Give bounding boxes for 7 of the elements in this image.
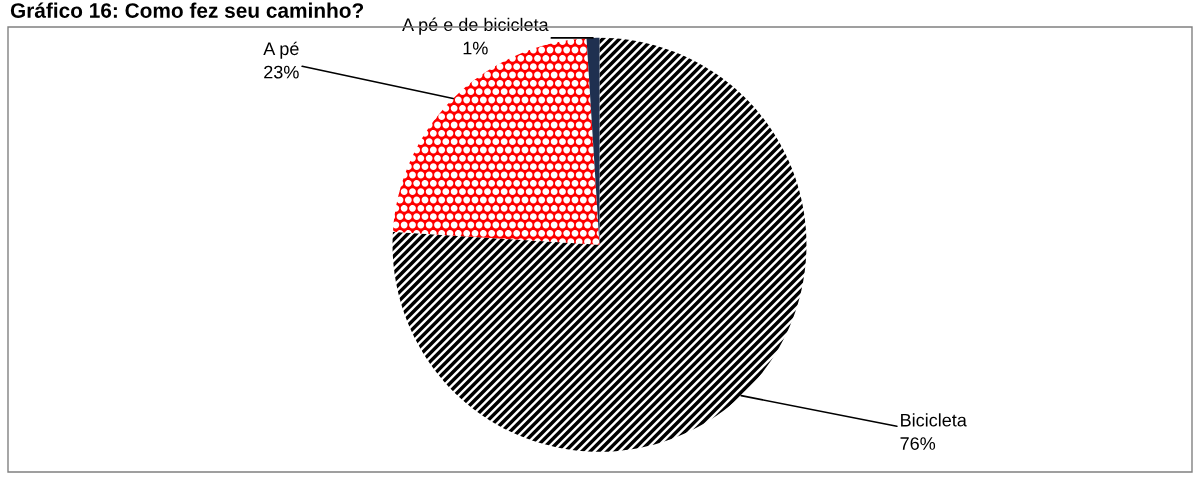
- data-label: 23%: [264, 65, 299, 79]
- data-label: 76%: [900, 437, 936, 450]
- slice-label: A pé e de bicicleta: [402, 17, 549, 35]
- slice-label: Bicicleta: [901, 413, 967, 427]
- slice-label: A pé: [263, 41, 299, 59]
- data-label: 1%: [463, 41, 488, 55]
- chart-title: Gráfico 16: Como fez seu caminho?: [10, 2, 364, 18]
